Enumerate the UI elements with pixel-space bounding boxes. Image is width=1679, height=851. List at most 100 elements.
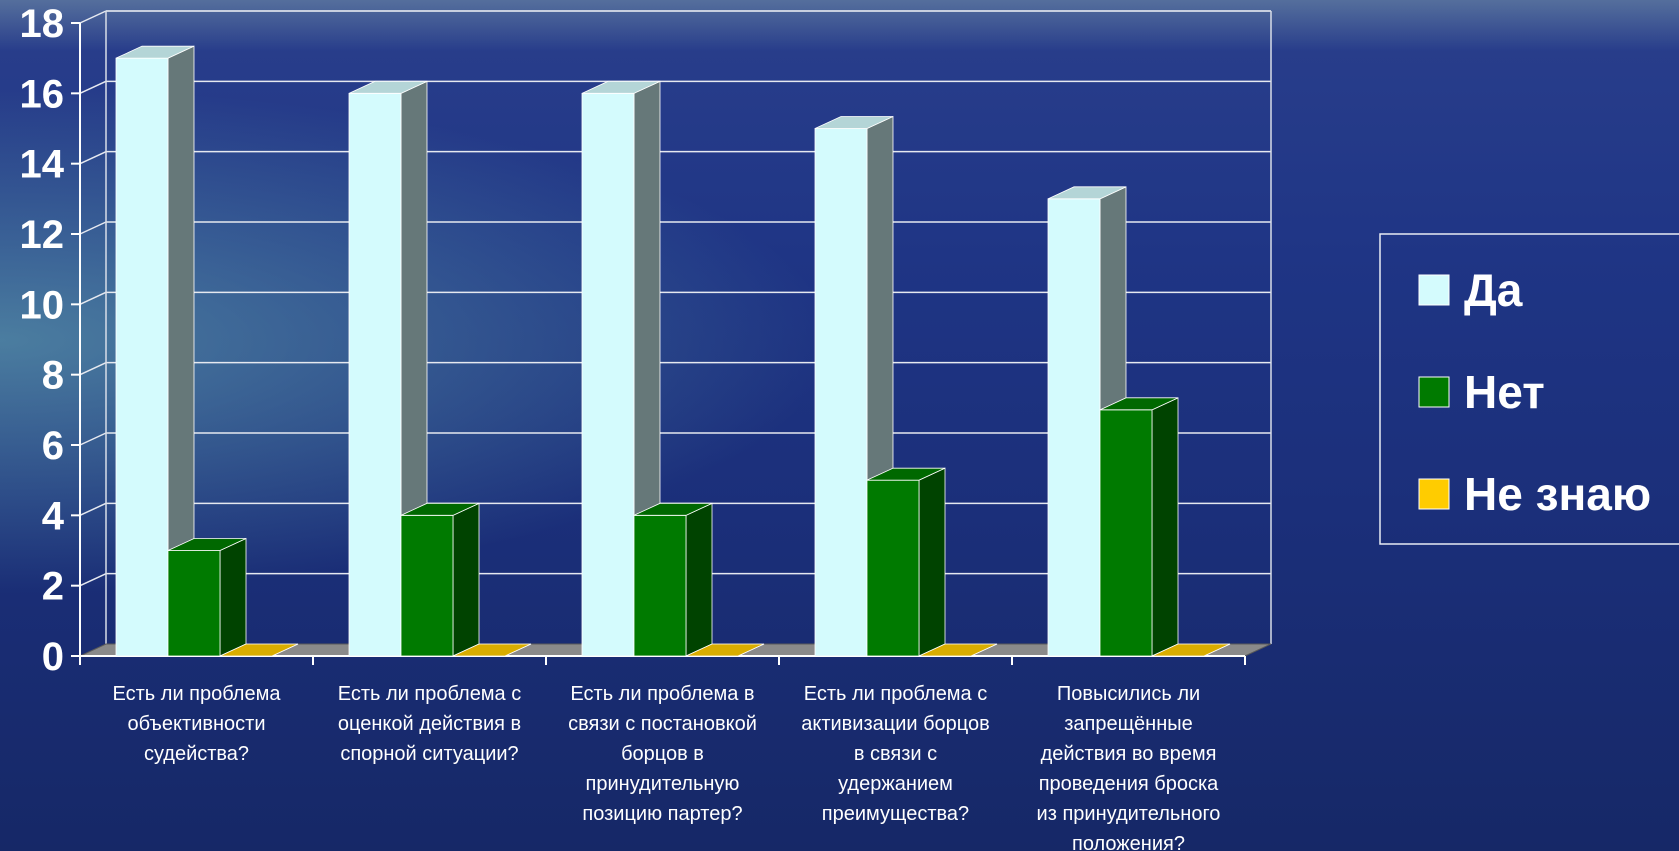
bar-top xyxy=(1151,643,1231,657)
bar-top xyxy=(581,80,661,94)
bar-top xyxy=(685,643,765,657)
bar-3-3 xyxy=(685,643,765,657)
bar-top xyxy=(167,538,247,551)
y-tick-label: 2 xyxy=(42,565,64,609)
bar-top xyxy=(918,643,998,657)
gridline-side xyxy=(79,432,107,446)
gridline-side xyxy=(79,150,107,165)
bar-side xyxy=(685,502,713,657)
x-category-label-line: Есть ли проблема с xyxy=(338,683,522,705)
bar-top xyxy=(814,116,894,129)
legend-label: Не знаю xyxy=(1464,468,1651,520)
bar-2-1 xyxy=(167,537,247,657)
y-tick-label: 12 xyxy=(20,213,65,257)
legend-swatch xyxy=(1418,478,1450,510)
y-tick-label: 6 xyxy=(42,424,64,468)
legend-swatch xyxy=(1418,376,1450,408)
bar-front xyxy=(866,479,920,657)
bar-3-1 xyxy=(219,643,299,657)
bars xyxy=(115,45,1231,657)
x-category-label: Повысились ли запрещённые действия во врем… xyxy=(1037,683,1221,851)
bar-2-4 xyxy=(866,467,946,657)
x-category-label-line: спорной ситуации? xyxy=(340,743,518,765)
bar-top xyxy=(400,502,480,516)
gridline-side xyxy=(79,572,107,587)
x-category-label: Есть ли проблема объективности судейства? xyxy=(113,683,282,765)
bar-2-5 xyxy=(1099,397,1179,657)
legend-label: Да xyxy=(1464,264,1523,316)
bar-1-1 xyxy=(115,45,195,657)
bar-front xyxy=(581,92,635,657)
bar-top xyxy=(115,45,195,59)
legend-swatch xyxy=(1418,274,1450,306)
x-category-labels: Есть ли проблема объективности судейства?Е… xyxy=(113,683,1221,851)
bar-side xyxy=(1151,397,1179,657)
x-category-label-line: положения? xyxy=(1072,833,1185,851)
legend-item-3: Не знаю xyxy=(1418,468,1651,520)
bar-top xyxy=(1099,397,1179,411)
bar-2-3 xyxy=(633,502,713,657)
bar-3-2 xyxy=(452,643,532,657)
bar-top xyxy=(348,80,428,94)
bar-front xyxy=(115,57,169,657)
y-tick-label: 16 xyxy=(20,72,65,116)
bar-top xyxy=(452,643,532,657)
x-category-label-line: активизации борцов xyxy=(801,713,990,735)
x-category-label-line: Повысились ли xyxy=(1057,683,1200,705)
x-category-label-line: принудительную xyxy=(586,773,740,795)
bar-front xyxy=(814,128,868,657)
bar-3-4 xyxy=(918,643,998,657)
x-category-label: Есть ли проблема в связи с постановкой бор… xyxy=(568,683,757,825)
bar-top xyxy=(219,643,299,657)
legend-label: Нет xyxy=(1464,366,1545,418)
legend: Да Нет Не знаю xyxy=(1379,233,1679,545)
x-category-label-line: преимущества? xyxy=(822,803,969,825)
gridline-side xyxy=(79,10,107,24)
gridline-side xyxy=(79,80,107,95)
x-category-label-line: из принудительного xyxy=(1037,803,1221,825)
x-category-label: Есть ли проблема с оценкой действия в спор… xyxy=(338,683,522,765)
x-category-label-line: Есть ли проблема в xyxy=(570,683,754,705)
gridline-side xyxy=(79,361,107,376)
bar-front xyxy=(1099,409,1153,657)
x-category-label-line: объективности xyxy=(128,713,266,735)
x-category-label-line: судейства? xyxy=(144,743,249,765)
x-category-label-line: запрещённые xyxy=(1064,713,1193,735)
legend-item-2: Нет xyxy=(1418,366,1545,418)
bar-top xyxy=(866,467,946,481)
bar-2-2 xyxy=(400,502,480,657)
bar-1-3 xyxy=(581,80,661,657)
bar-front xyxy=(167,550,221,657)
y-tick-label: 10 xyxy=(20,283,65,327)
legend-box xyxy=(1379,233,1679,545)
x-category-label-line: проведения броска xyxy=(1039,773,1219,795)
bar-front xyxy=(633,514,687,657)
bar-top xyxy=(633,502,713,516)
y-tick-label: 8 xyxy=(42,354,64,398)
legend-item-1: Да xyxy=(1418,264,1523,316)
x-category-label-line: оценкой действия в xyxy=(338,713,521,735)
bar-front xyxy=(348,92,402,657)
bar-front xyxy=(1047,198,1101,657)
y-tick-labels: 0 2 4 6 8 10 12 14 16 18 xyxy=(20,2,65,679)
y-tick-label: 14 xyxy=(20,143,65,187)
x-category-label-line: Есть ли проблема с xyxy=(804,683,988,705)
x-category-label-line: действия во время xyxy=(1041,743,1217,765)
y-tick-label: 4 xyxy=(42,494,65,538)
x-category-label: Есть ли проблема с активизации борцов в св… xyxy=(801,683,990,825)
x-category-label-line: в связи с xyxy=(854,743,937,765)
bar-side xyxy=(219,537,247,657)
bar-front xyxy=(400,514,454,657)
y-tick-label: 18 xyxy=(20,2,65,46)
x-category-label-line: борцов в xyxy=(621,743,704,765)
bar-3-5 xyxy=(1151,643,1231,657)
x-category-label-line: Есть ли проблема xyxy=(113,683,282,705)
gridline-side xyxy=(79,502,107,517)
x-category-label-line: позицию партер? xyxy=(582,803,742,825)
bar-top xyxy=(1047,186,1127,200)
bar-side xyxy=(918,467,946,657)
x-category-label-line: связи с постановкой xyxy=(568,713,757,735)
gridline-side xyxy=(79,291,107,306)
bar-side xyxy=(452,502,480,657)
